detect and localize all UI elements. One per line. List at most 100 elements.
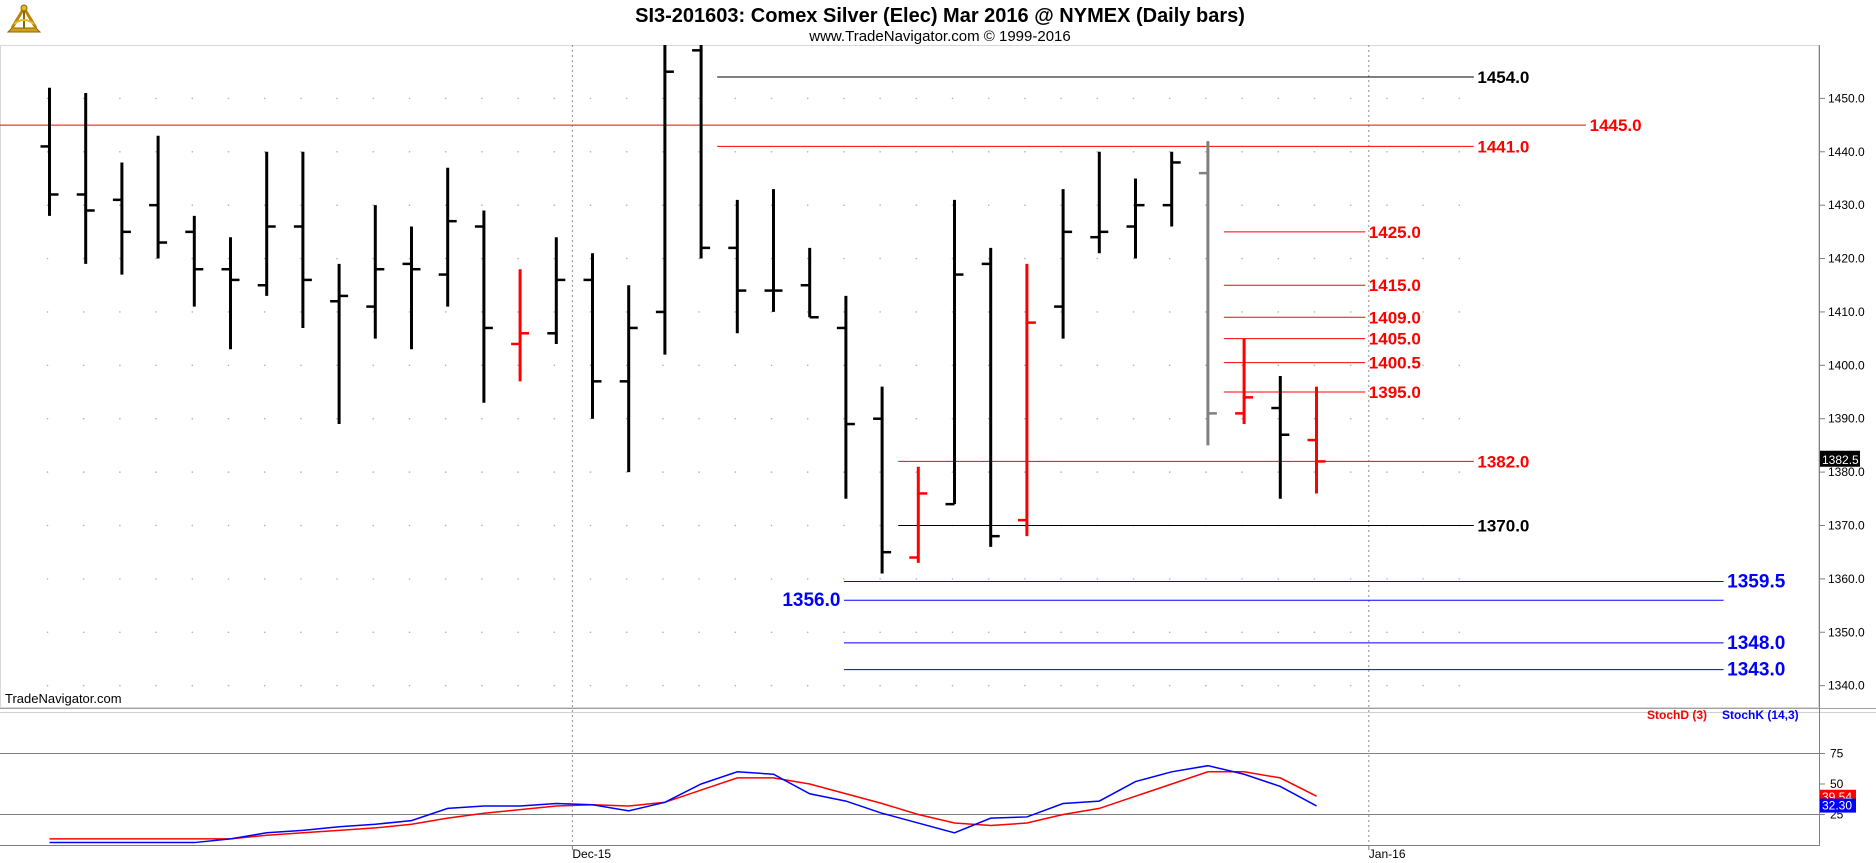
grid-dot [698, 684, 700, 687]
grid-dot [444, 684, 447, 687]
grid-dot [1422, 364, 1424, 367]
grid-dot [263, 684, 266, 687]
grid-dot [336, 311, 338, 313]
grid-dot [372, 471, 375, 473]
grid-dot [263, 364, 266, 367]
stochastic-legend: StochD (3) StochK (14,3) [1647, 708, 1799, 722]
grid-dot [517, 364, 519, 367]
ohlc-bar [1307, 386, 1326, 494]
grid-dot [191, 311, 194, 313]
ohlc-bar [330, 263, 349, 425]
grid-dot [1096, 578, 1099, 580]
ohlc-bar [619, 285, 638, 473]
grid-dot [336, 150, 338, 153]
level-label: 1445.0 [1590, 116, 1642, 135]
grid-dot [1349, 578, 1352, 580]
ohlc-bar [692, 45, 711, 259]
grid-dot [1168, 578, 1171, 580]
grid-dot [517, 257, 519, 260]
grid-dot [553, 524, 556, 527]
grid-dot [1277, 684, 1280, 687]
grid-dot [987, 97, 990, 100]
grid-dot [625, 311, 628, 313]
grid-dot [698, 631, 700, 634]
stoch-value-label: 32.30 [1822, 799, 1852, 813]
grid-dot [191, 471, 194, 473]
ohlc-bar [547, 237, 566, 344]
grid-dot [1132, 204, 1135, 206]
grid-dot [734, 204, 737, 206]
grid-dot [951, 204, 954, 206]
grid-dot [517, 631, 519, 634]
grid-dot [1458, 257, 1461, 260]
grid-dot [951, 311, 954, 313]
grid-dot [843, 631, 845, 634]
grid-dot [625, 257, 628, 260]
grid-dot [1313, 631, 1316, 634]
grid-dot [444, 417, 447, 420]
grid-dot [155, 631, 157, 634]
grid-dot [806, 631, 809, 634]
grid-dot [987, 364, 990, 367]
grid-dot [1313, 204, 1316, 206]
level-label: 1441.0 [1477, 137, 1529, 156]
grid-dot [1313, 364, 1316, 367]
grid-dot [517, 471, 519, 473]
grid-dot [1241, 471, 1243, 473]
grid-dot [372, 311, 375, 313]
grid-dot [734, 471, 737, 473]
stochastic-grid [0, 753, 1819, 815]
grid-dot [662, 524, 664, 527]
grid-dot [300, 97, 302, 100]
ohlc-bar [655, 45, 674, 355]
grid-dot [589, 417, 592, 420]
price-tick-label: 1370.0 [1828, 518, 1865, 532]
grid-dot [915, 97, 918, 100]
grid-dot [82, 578, 85, 580]
date-tick-label: Jan-16 [1369, 847, 1406, 861]
ohlc-bar [402, 226, 421, 350]
grid-dot [987, 257, 990, 260]
grid-dot [915, 684, 918, 687]
grid-dot [191, 204, 194, 206]
grid-dot [191, 257, 194, 260]
ohlc-bar [474, 210, 493, 403]
grid-dot [1277, 150, 1280, 153]
grid-dot [155, 684, 157, 687]
level-label: 1370.0 [1477, 516, 1529, 535]
grid-dot [843, 97, 845, 100]
grid-dot [1168, 97, 1171, 100]
grid-dot [1060, 578, 1062, 580]
grid-dot [553, 417, 556, 420]
stoch-series-line [49, 771, 1317, 840]
grid-dot [625, 97, 628, 100]
grid-dot [372, 417, 375, 420]
grid-dot [1024, 684, 1026, 687]
grid-dot [770, 578, 773, 580]
grid-dot [879, 97, 881, 100]
grid-dot [263, 417, 266, 420]
grid-dot [227, 97, 230, 100]
grid-dot [1024, 97, 1026, 100]
grid-dot [698, 204, 700, 206]
ohlc-bar [76, 93, 95, 264]
grid-dot [191, 578, 194, 580]
grid-dot [662, 97, 664, 100]
grid-dot [589, 150, 592, 153]
grid-dot [191, 524, 194, 527]
grid-dot [951, 471, 954, 473]
level-label: 1425.0 [1369, 223, 1421, 242]
grid-dot [1205, 631, 1207, 634]
grid-dot [191, 417, 194, 420]
ohlc-bar [1126, 178, 1145, 259]
grid-dot [1241, 417, 1243, 420]
grid-dot [119, 97, 121, 100]
grid-dot [1313, 578, 1316, 580]
grid-dot [625, 364, 628, 367]
level-label: 1343.0 [1727, 660, 1785, 681]
grid-dot [625, 471, 628, 473]
grid-dot [1096, 631, 1099, 634]
ohlc-bar [1090, 151, 1109, 254]
grid-dot [698, 364, 700, 367]
grid-dot [698, 578, 700, 580]
